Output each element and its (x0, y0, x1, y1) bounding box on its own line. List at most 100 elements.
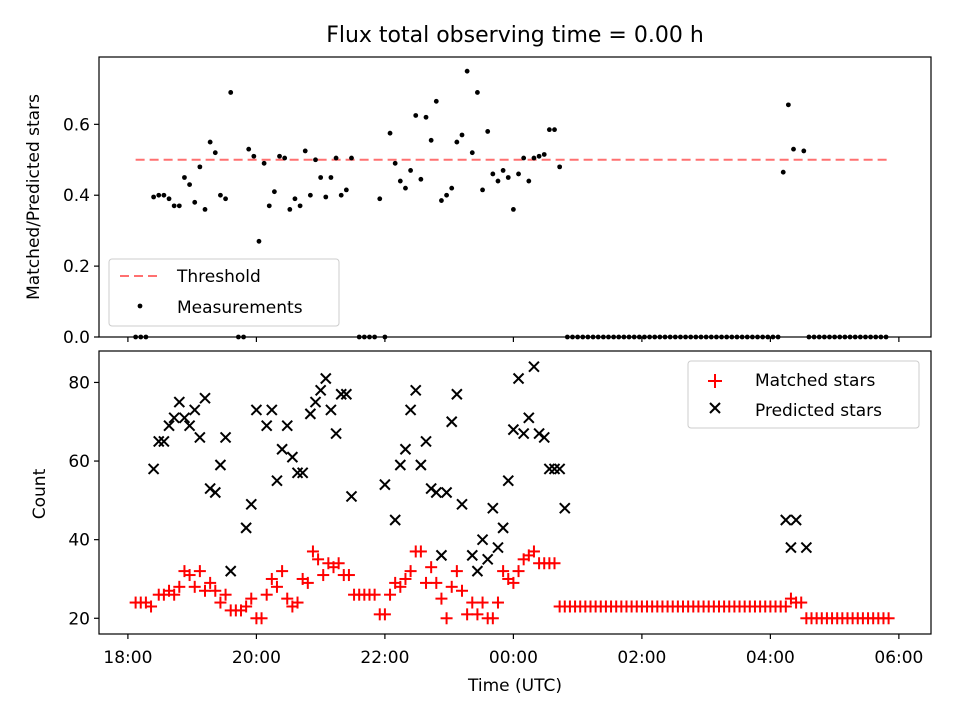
measurement-point (546, 127, 552, 133)
predicted-star-point (399, 443, 412, 455)
matched-star-point (145, 600, 158, 613)
measurement-point (143, 334, 149, 340)
measurement-point (683, 334, 688, 340)
matched-star-point (430, 576, 443, 589)
measurement-point (873, 334, 879, 340)
measurement-point (343, 187, 349, 193)
measurement-point (318, 175, 324, 180)
measurement-point (811, 334, 817, 340)
matched-star-point (168, 588, 181, 601)
measurement-point (708, 334, 714, 340)
measurements-series (133, 68, 889, 340)
measurement-point (302, 148, 308, 154)
predicted-star-point (189, 404, 201, 416)
matched-star-point (471, 608, 484, 621)
predicted-star-point (183, 419, 196, 432)
predicted-star-point (250, 404, 263, 416)
matched-star-point (204, 576, 217, 589)
x-axis-label: Time (UTC) (467, 676, 562, 696)
matched-star-point (445, 580, 458, 593)
predicted-star-point (309, 396, 322, 408)
predicted-star-point (553, 463, 566, 475)
predicted-star-point (153, 435, 165, 448)
predicted-star-point (286, 451, 299, 463)
matched-star-point (214, 596, 227, 609)
measurement-point (333, 155, 339, 161)
predicted-star-point (281, 419, 293, 432)
x-tick-label: 02:00 (617, 648, 666, 668)
matched-star-point (404, 565, 417, 578)
measurement-point (161, 192, 167, 198)
legend-predicted-label: Predicted stars (755, 401, 882, 421)
measurement-point (287, 207, 293, 212)
measurement-point (505, 175, 511, 180)
legend-threshold-label: Threshold (176, 267, 261, 287)
matched-star-point (512, 565, 525, 578)
matched-star-point (435, 592, 448, 605)
matched-star-point (342, 569, 355, 582)
predicted-star-point (528, 361, 540, 373)
matched-star-point (779, 600, 792, 613)
measurement-point (413, 113, 419, 118)
measurement-point (323, 194, 329, 200)
measurement-point (403, 185, 408, 191)
measurement-point (611, 334, 617, 340)
bottom-y-tick-label: 80 (68, 373, 90, 393)
predicted-star-point (404, 404, 417, 416)
top-y-tick-label: 0.6 (63, 115, 90, 135)
measurement-point (636, 334, 642, 340)
measurement-point (791, 146, 796, 152)
measurement-point (600, 334, 606, 340)
measurement-point (372, 334, 378, 340)
matched-star-point (306, 545, 319, 558)
measurement-point (261, 160, 267, 166)
matched-star-point (507, 576, 520, 589)
measurement-point (739, 334, 745, 340)
measurement-point (816, 334, 822, 340)
predicted-star-point (245, 498, 257, 510)
predicted-star-point (304, 408, 317, 420)
predicted-star-point (291, 467, 304, 479)
measurement-point (212, 150, 218, 156)
predicted-star-point (543, 463, 556, 475)
bottom-y-tick-label: 40 (68, 531, 90, 551)
matched-star-point (399, 572, 412, 585)
measurement-point (207, 139, 213, 145)
predicted-star-point (440, 486, 453, 499)
measurement-point (485, 129, 491, 134)
measurement-point (439, 198, 444, 203)
measurement-point (480, 187, 485, 193)
measurement-point (755, 334, 760, 340)
measurement-point (760, 334, 766, 340)
predicted-star-point (394, 459, 407, 471)
matched-star-point (420, 576, 433, 589)
matched-star-point (497, 565, 510, 578)
measurement-point (397, 178, 403, 184)
x-tick-label: 22:00 (360, 648, 409, 668)
matched-star-point (486, 612, 499, 625)
measurement-point (266, 203, 272, 209)
measurement-point (464, 68, 470, 74)
matched-star-point (384, 588, 397, 601)
measurement-point (621, 334, 627, 340)
predicted-star-point (471, 565, 484, 577)
measurement-point (606, 334, 611, 340)
matched-star-point (183, 569, 196, 582)
measurement-point (531, 155, 537, 161)
measurement-point (197, 164, 203, 170)
top-y-axis-label: Matched/Predicted stars (24, 94, 44, 300)
measurement-point (852, 334, 858, 340)
measurement-point (495, 178, 501, 184)
measurement-point (744, 334, 750, 340)
measurement-point (133, 334, 139, 340)
measurement-point (367, 334, 372, 340)
measurement-point (595, 334, 601, 340)
x-tick-label: 06:00 (874, 648, 923, 668)
matched-star-point (188, 580, 201, 593)
matched-star-point (368, 588, 381, 601)
matched-star-point (491, 596, 504, 609)
chart-title: Flux total observing time = 0.00 h (326, 23, 704, 48)
predicted-star-point (194, 431, 206, 444)
matched-star-point (378, 608, 391, 621)
measurement-point (423, 114, 429, 120)
